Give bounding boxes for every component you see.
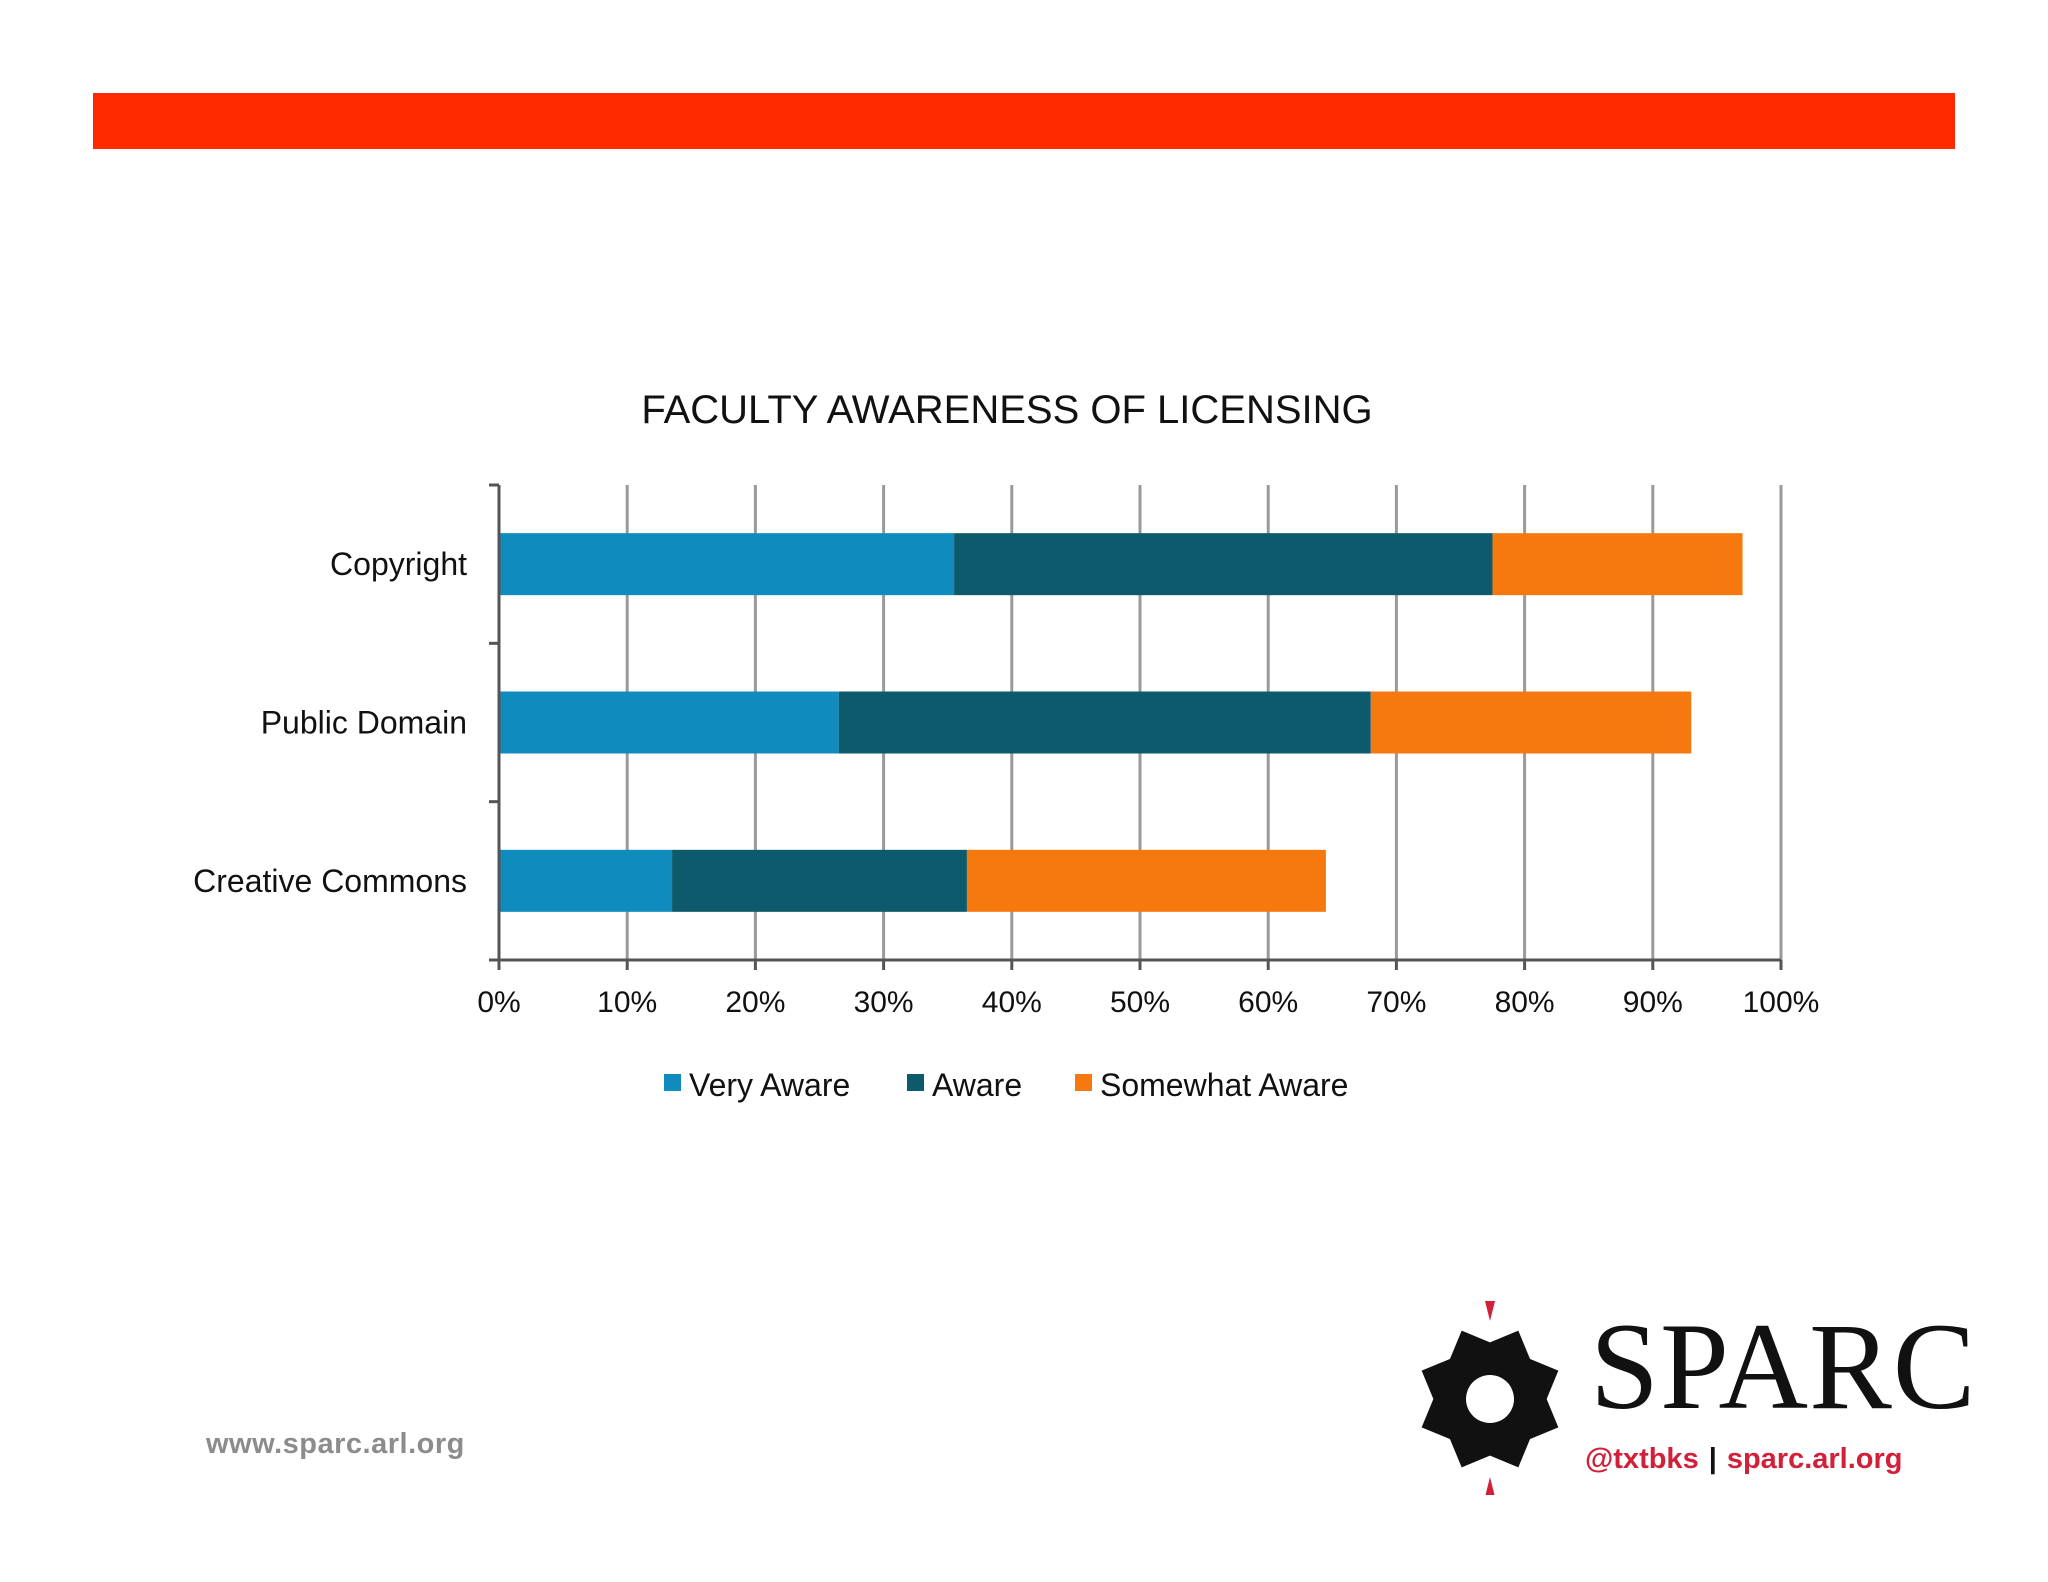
y-category-label: Public Domain (261, 705, 467, 741)
x-tick-label: 60% (1238, 986, 1298, 1019)
bar-copyright-somewhat-aware (1492, 533, 1743, 596)
x-tick-label: 80% (1495, 986, 1555, 1019)
x-tick-label: 0% (477, 986, 520, 1019)
legend-swatch-somewhat-aware (1075, 1074, 1092, 1091)
chart-title: FACULTY AWARENESS OF LICENSING (641, 388, 1372, 432)
legend-swatch-very-aware (664, 1074, 681, 1091)
logo-wordmark: SPARC (1590, 1298, 1977, 1435)
bar-copyright-aware (954, 533, 1493, 596)
x-tick-label: 40% (982, 986, 1042, 1019)
legend-swatch-aware (907, 1074, 924, 1091)
logo-tagline: @txtbks | sparc.arl.org (1585, 1443, 1903, 1476)
star-accent (1485, 1301, 1495, 1321)
bar-public-domain-somewhat-aware (1370, 691, 1692, 754)
bar-copyright-very-aware (499, 533, 955, 596)
y-category-label: Copyright (330, 546, 467, 582)
bar-public-domain-very-aware (499, 691, 839, 754)
x-tick-label: 100% (1743, 986, 1820, 1019)
sparc-logo: SPARC @txtbks | sparc.arl.org (1400, 1295, 1976, 1495)
bar-public-domain-aware (838, 691, 1371, 754)
x-tick-label: 20% (725, 986, 785, 1019)
star-arm (1447, 1330, 1497, 1387)
legend-label-very-aware: Very Aware (689, 1067, 850, 1103)
x-tick-label: 90% (1623, 986, 1683, 1019)
header-banner (93, 93, 1955, 149)
x-tick-label: 10% (597, 986, 657, 1019)
x-tick-label: 70% (1366, 986, 1426, 1019)
logo-site-link[interactable]: sparc.arl.org (1726, 1443, 1903, 1475)
tagline-separator: | (1708, 1443, 1717, 1475)
legend-label-aware: Aware (932, 1067, 1022, 1103)
sparc-star-icon (1421, 1301, 1559, 1495)
x-tick-label: 30% (854, 986, 914, 1019)
twitter-handle[interactable]: @txtbks (1585, 1443, 1699, 1475)
bar-creative-commons-very-aware (499, 849, 673, 912)
bar-creative-commons-somewhat-aware (966, 849, 1326, 912)
star-accent (1485, 1477, 1495, 1495)
footer-url[interactable]: www.sparc.arl.org (206, 1428, 465, 1460)
x-tick-label: 50% (1110, 986, 1170, 1019)
bar-creative-commons-aware (672, 849, 967, 912)
y-category-label: Creative Commons (193, 863, 467, 899)
legend-label-somewhat-aware: Somewhat Aware (1100, 1067, 1348, 1103)
